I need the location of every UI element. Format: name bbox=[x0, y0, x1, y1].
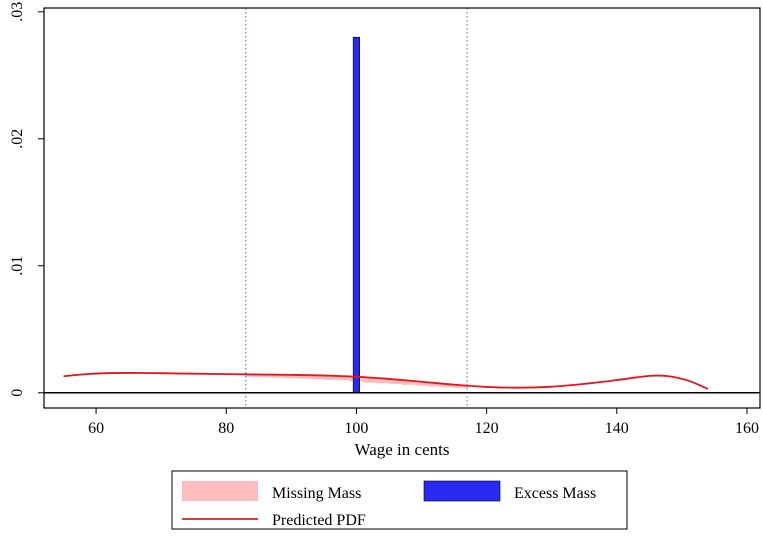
legend-label-predicted-pdf: Predicted PDF bbox=[272, 512, 366, 529]
missing-mass-bin bbox=[271, 374, 285, 378]
missing-mass-bin bbox=[428, 382, 442, 387]
legend-label-excess-mass: Excess Mass bbox=[514, 485, 596, 502]
missing-mass-bin bbox=[402, 380, 416, 385]
predicted-pdf-line bbox=[63, 372, 709, 390]
predicted-pdf-layer bbox=[63, 372, 709, 390]
missing-mass-bin bbox=[388, 379, 402, 384]
missing-mass-bin bbox=[441, 384, 455, 388]
legend-swatch-excess-mass bbox=[423, 480, 501, 502]
missing-mass-bin bbox=[362, 377, 376, 383]
x-tick-label: 80 bbox=[218, 420, 234, 437]
y-tick-label: 0 bbox=[9, 389, 26, 397]
missing-mass-bin bbox=[310, 375, 324, 380]
missing-mass-bin bbox=[336, 376, 350, 381]
x-tick-label: 140 bbox=[605, 420, 629, 437]
legend-label-missing-mass: Missing Mass bbox=[272, 485, 361, 502]
y-tick-label: .01 bbox=[9, 256, 26, 276]
missing-mass-bin bbox=[323, 375, 337, 380]
excess-mass-bar bbox=[352, 36, 360, 394]
y-tick-label: .03 bbox=[9, 2, 26, 22]
excess-mass-layer bbox=[352, 36, 360, 394]
x-tick-label: 100 bbox=[344, 420, 368, 437]
x-axis-ticks: 60 80 100 120 140 160 bbox=[88, 408, 759, 437]
missing-mass-bin bbox=[454, 385, 468, 388]
legend: Missing Mass Excess Mass Predicted PDF bbox=[171, 470, 628, 530]
x-tick-label: 120 bbox=[475, 420, 499, 437]
y-tick-label: .02 bbox=[9, 129, 26, 149]
missing-mass-bin bbox=[415, 381, 429, 386]
x-tick-label: 60 bbox=[88, 420, 104, 437]
missing-mass-bin bbox=[375, 378, 389, 384]
legend-swatch-missing-mass bbox=[182, 481, 258, 501]
missing-mass-bin bbox=[467, 385, 469, 389]
bunching-window-lines bbox=[245, 8, 468, 408]
plot-frame bbox=[43, 7, 761, 409]
missing-mass-bin bbox=[297, 375, 311, 379]
y-axis-ticks: 0 .01 .02 .03 bbox=[9, 2, 44, 397]
x-tick-label: 160 bbox=[735, 420, 759, 437]
missing-mass-bin bbox=[245, 374, 259, 377]
x-axis-title: Wage in cents bbox=[355, 440, 450, 459]
missing-mass-bin bbox=[258, 374, 272, 378]
missing-mass-bin bbox=[284, 374, 298, 379]
